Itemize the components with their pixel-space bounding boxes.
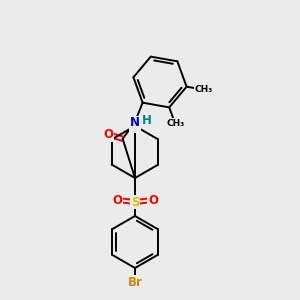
Text: O: O <box>148 194 158 206</box>
Text: O: O <box>103 128 114 141</box>
Text: N: N <box>130 116 140 129</box>
Text: O: O <box>103 128 114 141</box>
Text: CH₃: CH₃ <box>167 119 185 128</box>
Text: S: S <box>131 196 139 208</box>
Text: O: O <box>112 194 122 206</box>
Text: O: O <box>112 194 122 206</box>
Text: H: H <box>142 114 152 127</box>
Text: Br: Br <box>128 275 142 289</box>
Text: H: H <box>142 114 152 127</box>
Text: N: N <box>130 116 140 129</box>
Text: CH₃: CH₃ <box>194 85 212 94</box>
Text: N: N <box>130 119 140 133</box>
Text: N: N <box>130 119 140 133</box>
Text: O: O <box>148 194 158 206</box>
Text: Br: Br <box>128 275 142 289</box>
Text: S: S <box>131 196 139 208</box>
